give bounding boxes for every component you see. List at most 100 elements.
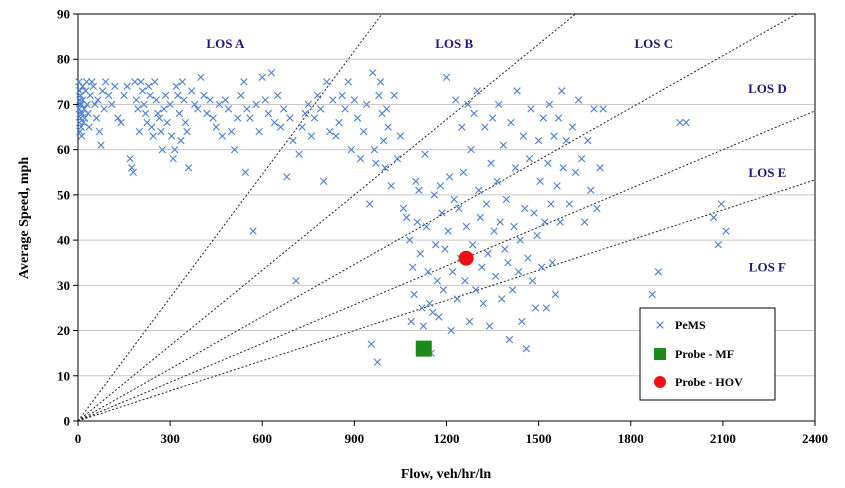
point-x-0 (105, 91, 113, 100)
los-line-4 (78, 179, 815, 421)
point-x-0 (158, 145, 167, 154)
point-x-0 (289, 136, 297, 145)
point-x-0 (458, 123, 466, 131)
point-x-0 (175, 109, 184, 118)
point-x-0 (76, 100, 85, 109)
point-x-0 (132, 96, 141, 104)
legend-x-marker-icon (656, 321, 664, 329)
point-x-0 (79, 118, 88, 127)
point-x-0 (77, 123, 85, 131)
point-x-0 (338, 91, 346, 100)
point-x-0 (462, 222, 471, 231)
point-x-0 (332, 132, 340, 140)
point-x-0 (75, 87, 84, 95)
point-x-0 (415, 186, 423, 195)
point-x-0 (413, 218, 422, 226)
point-x-0 (580, 218, 589, 226)
point-x-0 (92, 114, 101, 122)
point-x-0 (301, 109, 309, 118)
point-x-0 (212, 123, 220, 131)
point-x-0 (267, 69, 276, 77)
point-x-0 (547, 200, 555, 208)
point-x-0 (307, 132, 316, 140)
point-x-0 (455, 204, 463, 213)
point-x-0 (316, 105, 325, 113)
point-x-0 (75, 78, 83, 86)
point-x-0 (482, 200, 491, 208)
point-x-0 (171, 145, 179, 154)
point-x-0 (587, 186, 595, 195)
legend-label-probe-hov: Probe - HOV (675, 375, 743, 389)
point-x-0 (82, 78, 91, 86)
point-x-0 (439, 286, 448, 294)
y-axis-title: Average Speed, mph (17, 157, 32, 279)
point-x-0 (419, 322, 428, 330)
point-x-0 (508, 286, 517, 294)
point-x-0 (464, 100, 472, 109)
point-x-0 (81, 114, 89, 122)
point-x-0 (233, 114, 242, 122)
point-circle-2 (458, 250, 474, 266)
point-x-0 (100, 105, 108, 113)
point-x-0 (240, 78, 248, 86)
point-x-0 (682, 118, 690, 127)
point-x-0 (128, 164, 136, 172)
point-x-0 (593, 204, 601, 213)
los-label-los-c: LOS C (634, 36, 673, 51)
point-x-0 (481, 123, 489, 131)
point-x-0 (246, 114, 254, 122)
los-label-los-e: LOS E (748, 165, 786, 180)
point-x-0 (513, 87, 521, 95)
point-x-0 (140, 100, 148, 109)
point-x-0 (215, 100, 223, 109)
point-x-0 (545, 100, 554, 109)
point-x-0 (273, 91, 282, 100)
point-x-0 (286, 114, 294, 122)
point-x-0 (557, 87, 566, 95)
point-x-0 (465, 317, 474, 326)
point-x-0 (111, 82, 119, 91)
point-x-0 (241, 168, 250, 176)
point-x-0 (77, 100, 86, 109)
point-x-0 (432, 240, 440, 249)
point-x-0 (444, 227, 452, 235)
point-x-0 (565, 200, 574, 208)
point-x-0 (319, 177, 328, 186)
point-x-0 (436, 182, 445, 190)
point-x-0 (376, 78, 385, 86)
point-x-0 (310, 114, 319, 122)
point-x-0 (91, 100, 99, 109)
point-x-0 (390, 91, 398, 100)
point-square-1 (415, 340, 432, 357)
point-x-0 (498, 295, 506, 303)
point-x-0 (313, 91, 322, 100)
point-x-0 (138, 87, 147, 95)
point-x-0 (556, 218, 564, 226)
point-x-0 (399, 204, 408, 213)
point-x-0 (131, 78, 139, 86)
point-x-0 (249, 227, 257, 235)
point-x-0 (676, 118, 684, 127)
point-x-0 (152, 96, 160, 104)
point-x-0 (77, 132, 86, 140)
point-x-0 (536, 177, 544, 186)
point-x-0 (648, 290, 656, 299)
point-x-0 (485, 322, 494, 330)
x-axis-title: Flow, veh/hr/ln (401, 467, 491, 482)
point-x-0 (86, 91, 94, 100)
point-x-0 (172, 82, 180, 91)
point-x-0 (490, 227, 498, 235)
point-x-0 (120, 91, 128, 100)
x-tick-label: 1800 (618, 431, 644, 446)
point-x-0 (473, 87, 481, 95)
point-x-0 (551, 290, 560, 299)
point-x-0 (353, 114, 362, 122)
point-x-0 (180, 96, 188, 104)
point-x-0 (144, 82, 153, 91)
legend-item-probe-mf: Probe - MF (654, 347, 734, 361)
point-x-0 (433, 277, 441, 285)
point-x-0 (435, 313, 443, 321)
point-x-0 (114, 114, 122, 122)
legend-circle (654, 376, 666, 388)
point-x-0 (123, 82, 131, 91)
